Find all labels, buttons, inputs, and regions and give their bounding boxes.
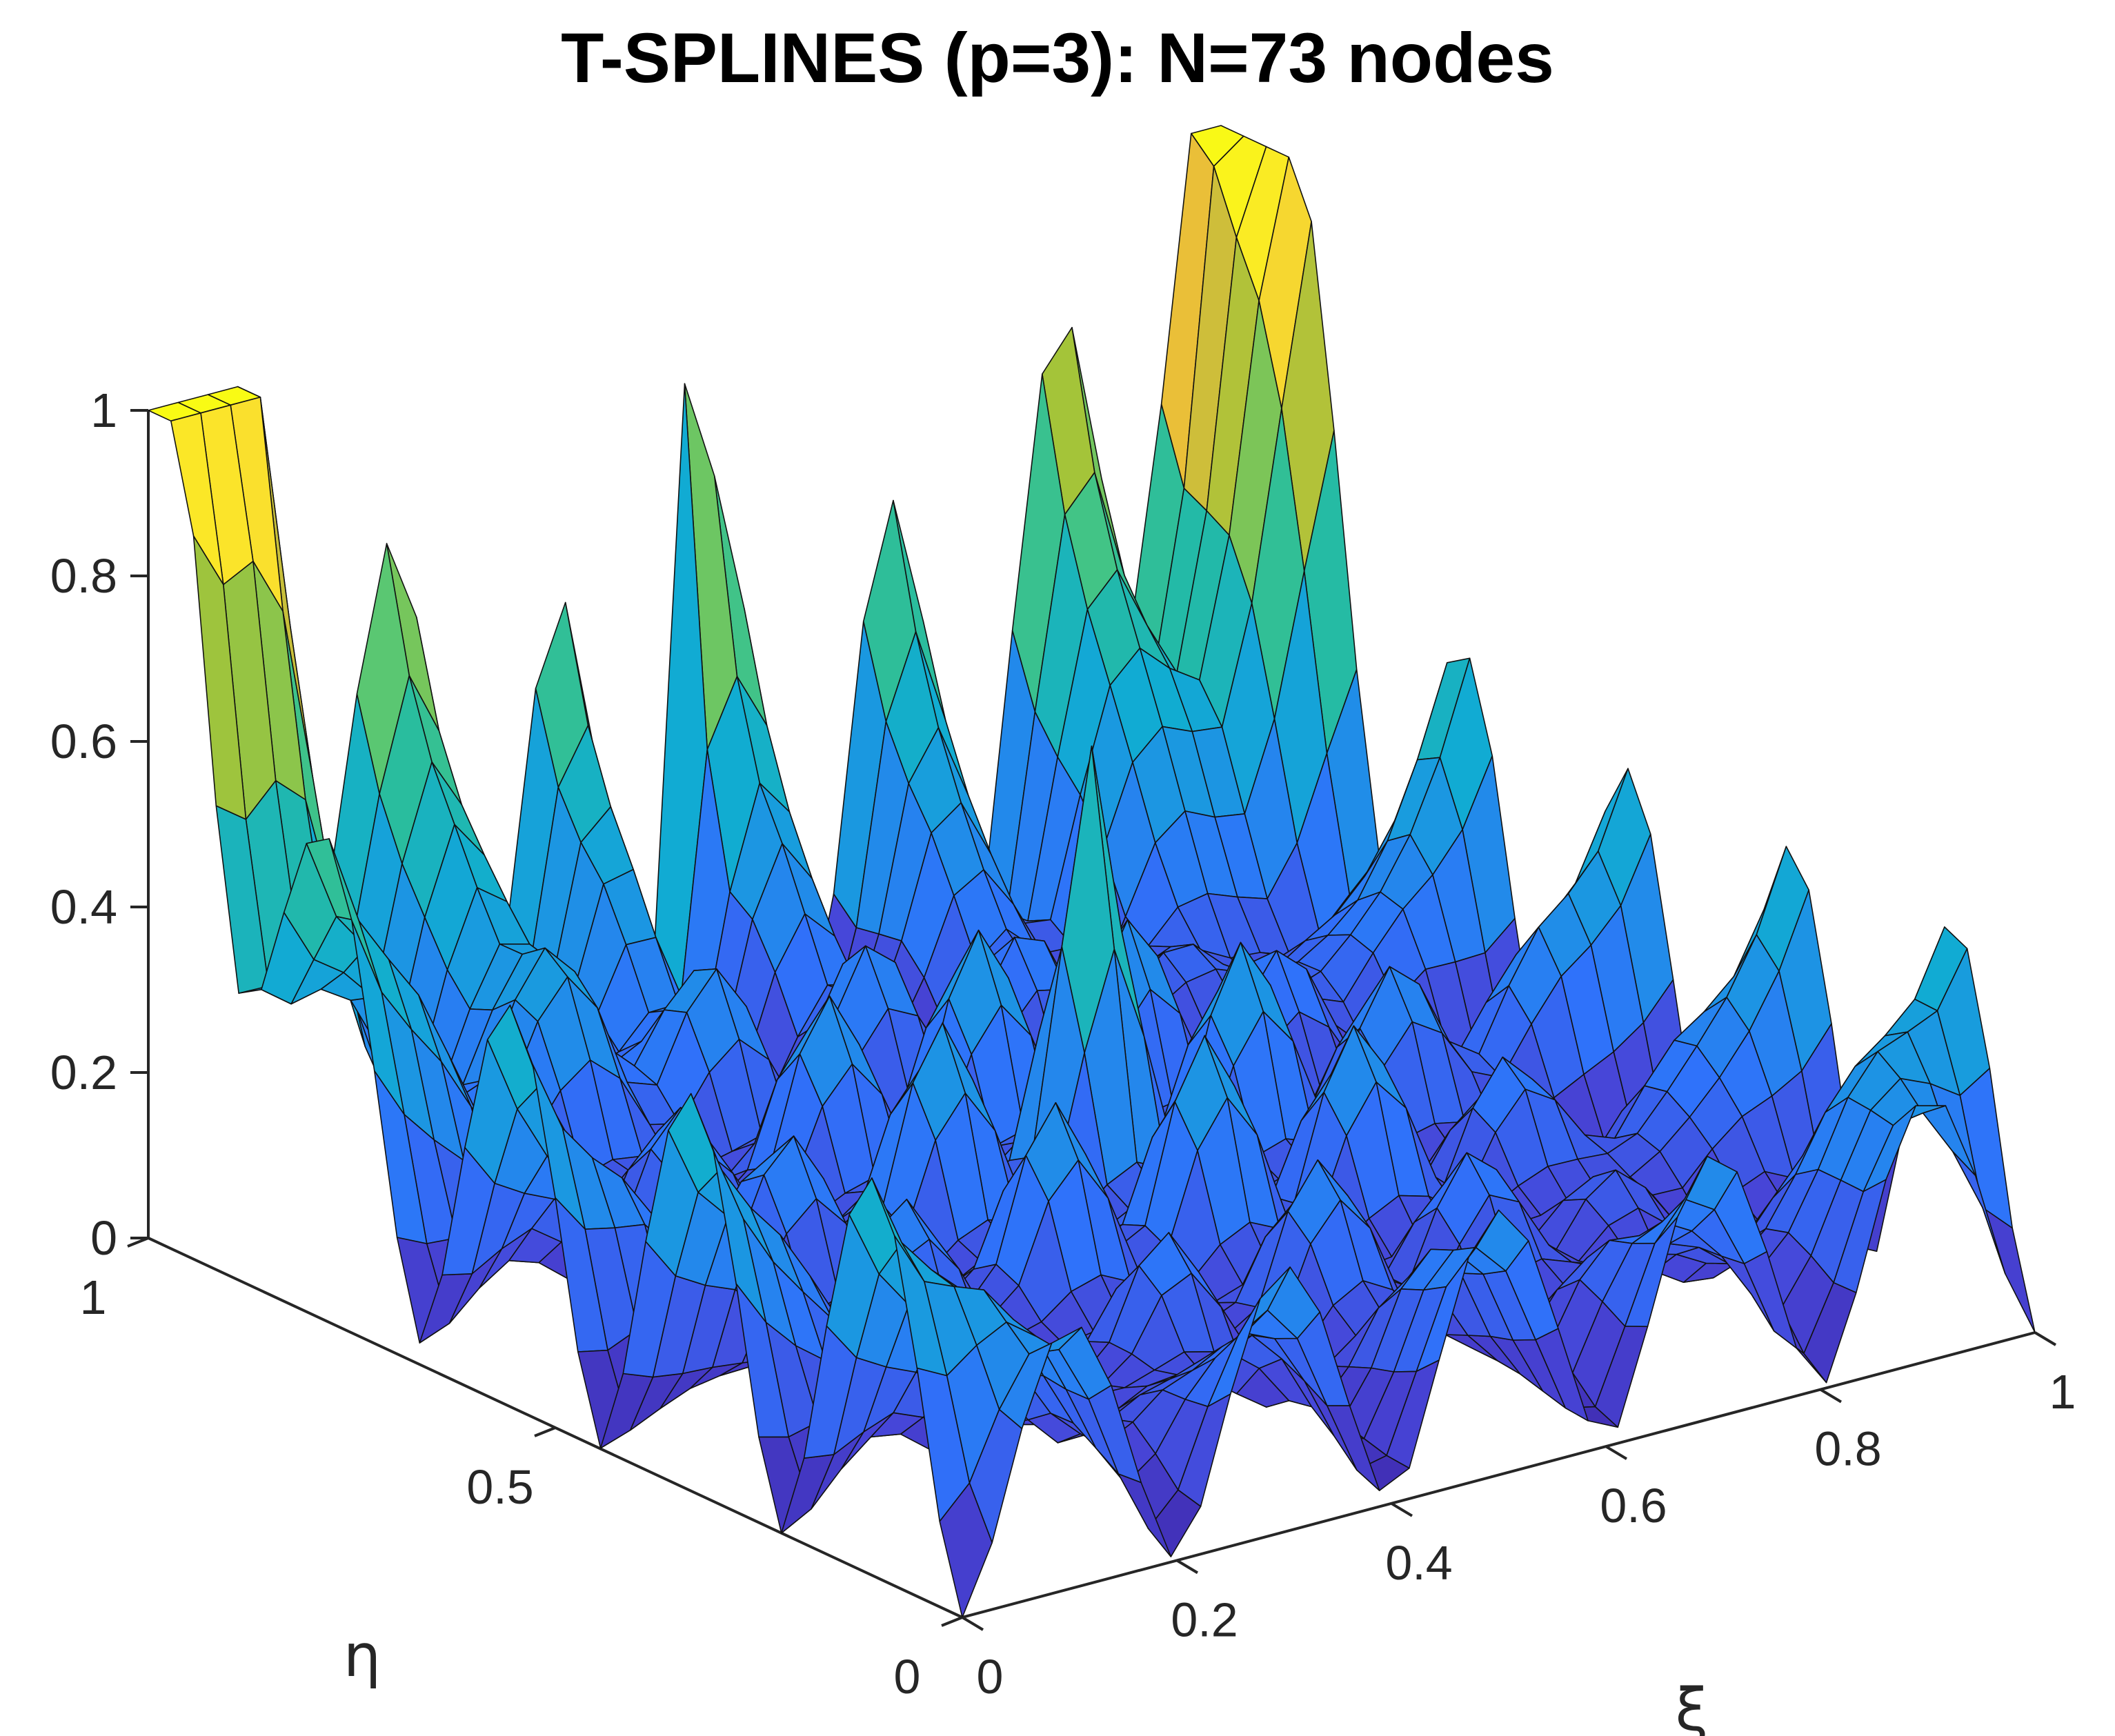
- xi-tick-mark: [1819, 1388, 1843, 1404]
- xi-tick-label: 1: [2049, 1365, 2076, 1419]
- xi-tick-label: 0.6: [1600, 1479, 1667, 1533]
- xi-axis-line: [962, 1331, 2036, 1619]
- eta-tick-mark: [534, 1426, 556, 1437]
- xi-tick-label: 0: [977, 1650, 1004, 1704]
- xi-tick-label: 0.4: [1385, 1536, 1452, 1590]
- eta-tick-label: 1: [80, 1270, 107, 1324]
- xi-tick-label: 0.2: [1171, 1593, 1238, 1646]
- xi-tick-mark: [1175, 1559, 1199, 1575]
- z-tick-label: 0.4: [50, 880, 117, 934]
- z-tick-label: 0: [90, 1211, 117, 1265]
- xi-axis-label: ξ: [1676, 1676, 1709, 1736]
- xi-tick-mark: [961, 1616, 984, 1631]
- z-tick-label: 1: [90, 383, 117, 437]
- chart-title: T-SPLINES (p=3): N=73 nodes: [561, 19, 1554, 97]
- xi-tick-label: 0.8: [1814, 1422, 1881, 1476]
- z-tick-label: 0.8: [50, 549, 117, 603]
- eta-tick-mark: [941, 1616, 963, 1627]
- xi-tick-mark: [1605, 1445, 1628, 1460]
- eta-tick-label: 0.5: [466, 1460, 533, 1514]
- eta-axis-label: η: [344, 1622, 381, 1690]
- surface-patch: [939, 1482, 993, 1618]
- z-tick-label: 0.6: [50, 715, 117, 768]
- surface-mesh: [148, 125, 2036, 1618]
- xi-tick-mark: [1390, 1502, 1413, 1517]
- eta-tick-label: 0: [894, 1650, 921, 1704]
- z-tick-label: 0.2: [50, 1046, 117, 1099]
- xi-tick-mark: [2034, 1331, 2057, 1346]
